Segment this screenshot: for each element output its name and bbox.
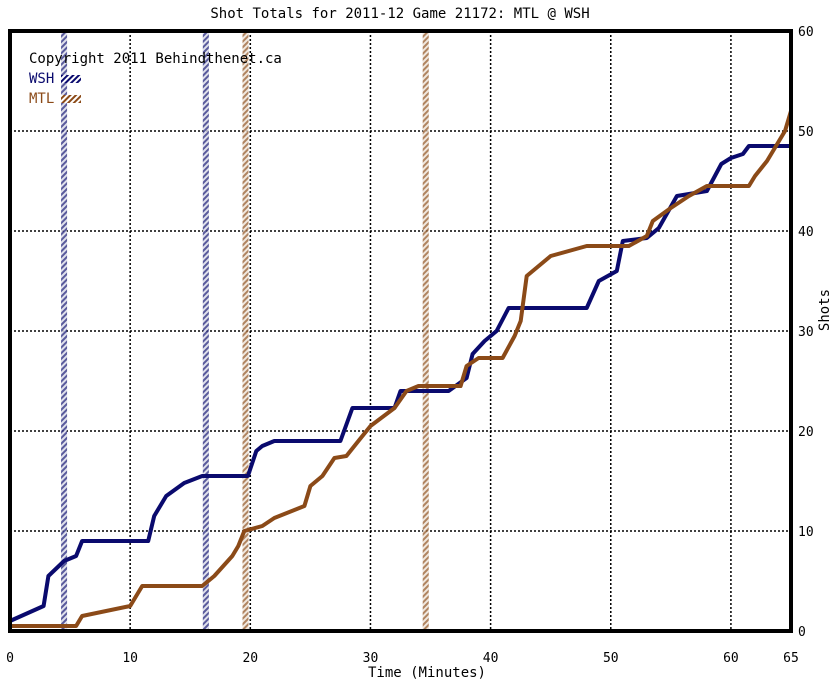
grid-layer: [10, 31, 791, 631]
y-axis-title: Shots: [817, 289, 830, 331]
series-layer: [8, 109, 793, 628]
x-tick-label: 10: [122, 651, 138, 666]
x-tick-layer: 0 10 20 30 40 50 60 65: [6, 651, 799, 666]
y-tick-label: 40: [798, 225, 814, 240]
x-tick-label: 0: [6, 651, 14, 666]
period-marker-layer: [61, 31, 429, 631]
series-line-wsh: [8, 144, 793, 623]
legend: Copyright 2011 Behindthenet.ca WSH MTL: [29, 51, 282, 107]
period-marker-wsh: [61, 31, 68, 631]
period-marker-mtl: [422, 31, 429, 631]
copyright-text: Copyright 2011 Behindthenet.ca: [29, 51, 282, 67]
x-tick-label: 60: [723, 651, 739, 666]
chart-title: Shot Totals for 2011-12 Game 21172: MTL …: [210, 6, 589, 22]
y-tick-label: 60: [798, 25, 814, 40]
y-tick-label: 20: [798, 425, 814, 440]
legend-wsh-label: WSH: [29, 71, 54, 87]
period-marker-mtl: [242, 31, 249, 631]
legend-wsh-swatch: [61, 75, 81, 83]
x-tick-label: 65: [783, 651, 799, 666]
x-tick-label: 20: [242, 651, 258, 666]
x-axis-title: Time (Minutes): [368, 665, 486, 680]
y-tick-layer: 0 10 20 30 40 50 60: [798, 25, 814, 640]
y-tick-label: 0: [798, 625, 806, 640]
y-tick-label: 30: [798, 325, 814, 340]
legend-mtl-swatch: [61, 95, 81, 103]
legend-mtl-label: MTL: [29, 91, 54, 107]
y-tick-label: 50: [798, 125, 814, 140]
period-marker-wsh: [202, 31, 209, 631]
x-tick-label: 50: [603, 651, 619, 666]
series-line-mtl: [8, 109, 793, 628]
x-tick-label: 30: [363, 651, 379, 666]
legend-swatches: [61, 75, 81, 103]
plot-frame: [8, 29, 793, 633]
y-tick-label: 10: [798, 525, 814, 540]
x-tick-label: 40: [483, 651, 499, 666]
